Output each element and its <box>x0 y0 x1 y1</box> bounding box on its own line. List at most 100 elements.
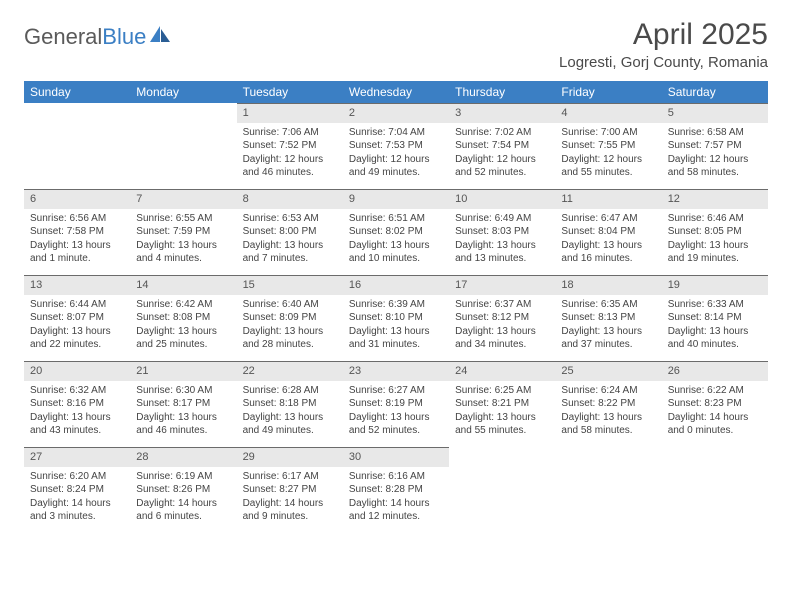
calendar-day-cell: 11Sunrise: 6:47 AMSunset: 8:04 PMDayligh… <box>555 189 661 275</box>
calendar-empty-cell <box>130 103 236 189</box>
day-details: Sunrise: 6:39 AMSunset: 8:10 PMDaylight:… <box>343 295 449 356</box>
calendar-empty-cell <box>449 447 555 533</box>
header: GeneralBlue April 2025 Logresti, Gorj Co… <box>24 18 768 71</box>
day-number: 22 <box>237 361 343 381</box>
day-details: Sunrise: 6:58 AMSunset: 7:57 PMDaylight:… <box>662 123 768 184</box>
month-title: April 2025 <box>559 18 768 52</box>
calendar-day-cell: 9Sunrise: 6:51 AMSunset: 8:02 PMDaylight… <box>343 189 449 275</box>
calendar-day-cell: 1Sunrise: 7:06 AMSunset: 7:52 PMDaylight… <box>237 103 343 189</box>
day-number: 19 <box>662 275 768 295</box>
calendar-week-row: 20Sunrise: 6:32 AMSunset: 8:16 PMDayligh… <box>24 361 768 447</box>
calendar-day-cell: 26Sunrise: 6:22 AMSunset: 8:23 PMDayligh… <box>662 361 768 447</box>
calendar-day-cell: 22Sunrise: 6:28 AMSunset: 8:18 PMDayligh… <box>237 361 343 447</box>
calendar-empty-cell <box>555 447 661 533</box>
logo-text-blue: Blue <box>102 24 146 50</box>
calendar-empty-cell <box>24 103 130 189</box>
day-number: 30 <box>343 447 449 467</box>
calendar-day-cell: 21Sunrise: 6:30 AMSunset: 8:17 PMDayligh… <box>130 361 236 447</box>
day-number: 24 <box>449 361 555 381</box>
day-details: Sunrise: 6:37 AMSunset: 8:12 PMDaylight:… <box>449 295 555 356</box>
day-number: 4 <box>555 103 661 123</box>
day-details: Sunrise: 6:30 AMSunset: 8:17 PMDaylight:… <box>130 381 236 442</box>
day-details: Sunrise: 6:22 AMSunset: 8:23 PMDaylight:… <box>662 381 768 442</box>
calendar-day-cell: 8Sunrise: 6:53 AMSunset: 8:00 PMDaylight… <box>237 189 343 275</box>
day-number: 11 <box>555 189 661 209</box>
day-number: 1 <box>237 103 343 123</box>
day-number: 2 <box>343 103 449 123</box>
calendar-day-cell: 24Sunrise: 6:25 AMSunset: 8:21 PMDayligh… <box>449 361 555 447</box>
day-details: Sunrise: 6:20 AMSunset: 8:24 PMDaylight:… <box>24 467 130 528</box>
day-details: Sunrise: 6:53 AMSunset: 8:00 PMDaylight:… <box>237 209 343 270</box>
calendar-day-cell: 17Sunrise: 6:37 AMSunset: 8:12 PMDayligh… <box>449 275 555 361</box>
day-number: 26 <box>662 361 768 381</box>
day-number: 6 <box>24 189 130 209</box>
day-number: 7 <box>130 189 236 209</box>
day-number: 20 <box>24 361 130 381</box>
day-details: Sunrise: 6:56 AMSunset: 7:58 PMDaylight:… <box>24 209 130 270</box>
day-details: Sunrise: 6:25 AMSunset: 8:21 PMDaylight:… <box>449 381 555 442</box>
day-details: Sunrise: 6:35 AMSunset: 8:13 PMDaylight:… <box>555 295 661 356</box>
day-number: 27 <box>24 447 130 467</box>
day-details: Sunrise: 6:40 AMSunset: 8:09 PMDaylight:… <box>237 295 343 356</box>
day-details: Sunrise: 6:28 AMSunset: 8:18 PMDaylight:… <box>237 381 343 442</box>
calendar-day-cell: 16Sunrise: 6:39 AMSunset: 8:10 PMDayligh… <box>343 275 449 361</box>
day-details: Sunrise: 6:17 AMSunset: 8:27 PMDaylight:… <box>237 467 343 528</box>
weekday-header-row: SundayMondayTuesdayWednesdayThursdayFrid… <box>24 81 768 103</box>
day-number: 8 <box>237 189 343 209</box>
day-details: Sunrise: 6:51 AMSunset: 8:02 PMDaylight:… <box>343 209 449 270</box>
day-number: 10 <box>449 189 555 209</box>
logo-text-general: General <box>24 24 102 50</box>
weekday-header: Tuesday <box>237 81 343 103</box>
weekday-header: Wednesday <box>343 81 449 103</box>
calendar-day-cell: 2Sunrise: 7:04 AMSunset: 7:53 PMDaylight… <box>343 103 449 189</box>
day-details: Sunrise: 6:44 AMSunset: 8:07 PMDaylight:… <box>24 295 130 356</box>
calendar-day-cell: 7Sunrise: 6:55 AMSunset: 7:59 PMDaylight… <box>130 189 236 275</box>
calendar-day-cell: 28Sunrise: 6:19 AMSunset: 8:26 PMDayligh… <box>130 447 236 533</box>
title-block: April 2025 Logresti, Gorj County, Romani… <box>559 18 768 71</box>
day-details: Sunrise: 7:00 AMSunset: 7:55 PMDaylight:… <box>555 123 661 184</box>
day-number: 13 <box>24 275 130 295</box>
calendar-table: SundayMondayTuesdayWednesdayThursdayFrid… <box>24 81 768 533</box>
calendar-week-row: 27Sunrise: 6:20 AMSunset: 8:24 PMDayligh… <box>24 447 768 533</box>
day-details: Sunrise: 6:42 AMSunset: 8:08 PMDaylight:… <box>130 295 236 356</box>
day-details: Sunrise: 6:16 AMSunset: 8:28 PMDaylight:… <box>343 467 449 528</box>
calendar-day-cell: 30Sunrise: 6:16 AMSunset: 8:28 PMDayligh… <box>343 447 449 533</box>
calendar-empty-cell <box>662 447 768 533</box>
calendar-day-cell: 29Sunrise: 6:17 AMSunset: 8:27 PMDayligh… <box>237 447 343 533</box>
calendar-day-cell: 3Sunrise: 7:02 AMSunset: 7:54 PMDaylight… <box>449 103 555 189</box>
weekday-header: Sunday <box>24 81 130 103</box>
day-number: 12 <box>662 189 768 209</box>
weekday-header: Saturday <box>662 81 768 103</box>
day-number: 16 <box>343 275 449 295</box>
calendar-day-cell: 23Sunrise: 6:27 AMSunset: 8:19 PMDayligh… <box>343 361 449 447</box>
day-details: Sunrise: 6:47 AMSunset: 8:04 PMDaylight:… <box>555 209 661 270</box>
day-number: 15 <box>237 275 343 295</box>
calendar-day-cell: 18Sunrise: 6:35 AMSunset: 8:13 PMDayligh… <box>555 275 661 361</box>
calendar-week-row: 6Sunrise: 6:56 AMSunset: 7:58 PMDaylight… <box>24 189 768 275</box>
calendar-day-cell: 15Sunrise: 6:40 AMSunset: 8:09 PMDayligh… <box>237 275 343 361</box>
calendar-day-cell: 14Sunrise: 6:42 AMSunset: 8:08 PMDayligh… <box>130 275 236 361</box>
calendar-week-row: 13Sunrise: 6:44 AMSunset: 8:07 PMDayligh… <box>24 275 768 361</box>
calendar-week-row: 1Sunrise: 7:06 AMSunset: 7:52 PMDaylight… <box>24 103 768 189</box>
day-number: 25 <box>555 361 661 381</box>
calendar-day-cell: 13Sunrise: 6:44 AMSunset: 8:07 PMDayligh… <box>24 275 130 361</box>
day-number: 28 <box>130 447 236 467</box>
day-details: Sunrise: 6:33 AMSunset: 8:14 PMDaylight:… <box>662 295 768 356</box>
day-details: Sunrise: 6:24 AMSunset: 8:22 PMDaylight:… <box>555 381 661 442</box>
calendar-day-cell: 27Sunrise: 6:20 AMSunset: 8:24 PMDayligh… <box>24 447 130 533</box>
day-details: Sunrise: 7:06 AMSunset: 7:52 PMDaylight:… <box>237 123 343 184</box>
day-number: 29 <box>237 447 343 467</box>
logo-sail-icon <box>150 24 172 50</box>
day-number: 17 <box>449 275 555 295</box>
day-details: Sunrise: 6:49 AMSunset: 8:03 PMDaylight:… <box>449 209 555 270</box>
day-details: Sunrise: 7:04 AMSunset: 7:53 PMDaylight:… <box>343 123 449 184</box>
calendar-body: 1Sunrise: 7:06 AMSunset: 7:52 PMDaylight… <box>24 103 768 533</box>
calendar-day-cell: 19Sunrise: 6:33 AMSunset: 8:14 PMDayligh… <box>662 275 768 361</box>
calendar-day-cell: 10Sunrise: 6:49 AMSunset: 8:03 PMDayligh… <box>449 189 555 275</box>
day-number: 3 <box>449 103 555 123</box>
day-details: Sunrise: 7:02 AMSunset: 7:54 PMDaylight:… <box>449 123 555 184</box>
day-details: Sunrise: 6:19 AMSunset: 8:26 PMDaylight:… <box>130 467 236 528</box>
weekday-header: Friday <box>555 81 661 103</box>
day-details: Sunrise: 6:27 AMSunset: 8:19 PMDaylight:… <box>343 381 449 442</box>
day-number: 9 <box>343 189 449 209</box>
